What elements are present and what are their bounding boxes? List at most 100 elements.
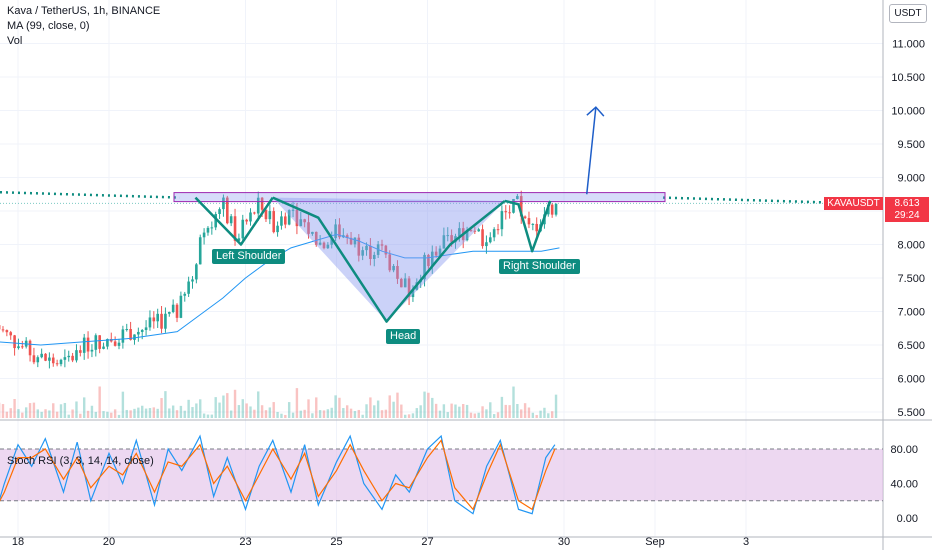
candle-body: [450, 235, 453, 243]
volume-bar: [465, 404, 469, 418]
price-tick-label: 7.500: [897, 273, 925, 285]
volume-bar: [125, 409, 128, 418]
candle-body: [527, 218, 531, 225]
volume-bar: [71, 409, 74, 418]
volume-bar: [24, 407, 28, 418]
candle-body: [388, 254, 392, 271]
candle-body: [554, 203, 558, 215]
volume-bar: [268, 407, 272, 418]
candle-body: [202, 232, 206, 238]
volume-bar: [179, 405, 183, 418]
candle-body: [229, 216, 233, 224]
stoch-rsi-pane: [0, 434, 883, 515]
volume-bar: [462, 404, 465, 418]
volume-bar: [195, 403, 198, 418]
candle-body: [400, 278, 403, 288]
volume-bar: [102, 411, 105, 418]
symbol-title: Kava / TetherUS, 1h, BINANCE: [7, 5, 161, 17]
candle-body: [140, 329, 144, 332]
time-tick-label: 30: [558, 536, 570, 548]
volume-bar: [110, 412, 113, 418]
volume-bar: [276, 411, 279, 418]
candle-body: [338, 224, 341, 238]
candle-body: [380, 244, 384, 246]
volume-bar: [152, 407, 156, 418]
candle-body: [303, 219, 306, 223]
volume-bar: [469, 412, 473, 418]
stoch-k-line: [0, 434, 556, 515]
candle-body: [458, 228, 461, 237]
candle-body: [280, 216, 283, 226]
target-arrow-shaft: [586, 107, 597, 195]
volume-bar: [237, 405, 241, 418]
volume-bar: [129, 410, 132, 418]
candle-body: [411, 289, 415, 298]
stoch-rsi-legend: Stoch RSI (3, 3, 14, 14, close): [7, 455, 154, 467]
volume-bars: [0, 386, 558, 418]
volume-bar: [442, 404, 446, 418]
candle-body: [434, 251, 438, 256]
volume-bar: [1, 404, 5, 418]
volume-bar: [160, 398, 163, 418]
candle-body: [438, 248, 442, 256]
right-shoulder-label: Right Shoulder: [499, 259, 580, 274]
candle-body: [218, 209, 221, 214]
currency-badge[interactable]: USDT: [889, 4, 927, 23]
candle-body: [485, 242, 488, 247]
candle-body: [245, 219, 248, 222]
ma-legend: MA (99, close, 0): [7, 20, 90, 32]
volume-bar: [438, 410, 442, 418]
candle-body: [249, 212, 252, 222]
candle-body: [284, 216, 287, 225]
volume-bar: [222, 395, 225, 418]
neckline-box: [173, 192, 666, 203]
volume-bar: [492, 414, 496, 418]
volume-bar: [44, 409, 47, 418]
candle-body: [430, 251, 434, 267]
price-tick-label: 8.000: [897, 240, 925, 252]
price-tick-label: 6.000: [897, 374, 925, 386]
candle-body: [171, 304, 175, 313]
volume-bar: [431, 397, 434, 418]
ma-line: [0, 233, 560, 346]
candle-body: [125, 329, 129, 331]
volume-bar: [550, 411, 554, 418]
candle-body: [113, 341, 117, 346]
price-tick-label: 10.000: [891, 106, 925, 118]
candle-body: [349, 237, 353, 245]
candle-body: [67, 355, 71, 358]
candle-body: [353, 237, 357, 245]
volume-bar: [48, 410, 51, 418]
bar-countdown: 29:24: [885, 210, 929, 222]
volume-bar: [75, 401, 78, 418]
volume-bar: [520, 409, 523, 418]
stoch-tick-label: 40.00: [890, 479, 918, 491]
candle-body: [276, 225, 279, 233]
volume-bar: [473, 413, 477, 418]
volume-bar: [21, 412, 24, 418]
candle-body: [442, 235, 446, 249]
volume-bar: [454, 404, 457, 418]
candle-body: [117, 342, 121, 346]
volume-bar: [241, 399, 244, 418]
volume-bar: [554, 394, 558, 418]
target-arrow-head: [586, 106, 605, 117]
candle-body: [59, 359, 63, 365]
volume-bar: [137, 407, 140, 418]
volume-bar: [516, 403, 519, 418]
volume-bar: [373, 405, 376, 418]
head-shoulders-pattern: [0, 106, 883, 323]
volume-bar: [496, 412, 500, 418]
volume-bar: [485, 409, 488, 418]
volume-bar: [489, 402, 492, 418]
volume-bar: [36, 409, 39, 418]
candle-body: [384, 245, 388, 255]
candle-body: [63, 357, 67, 360]
candle-body: [469, 229, 473, 231]
price-tick-label: 6.500: [897, 340, 925, 352]
stoch-d-line: [0, 439, 556, 511]
candle-body: [407, 278, 411, 298]
volume-bar: [272, 402, 275, 418]
volume-bar: [353, 411, 357, 418]
